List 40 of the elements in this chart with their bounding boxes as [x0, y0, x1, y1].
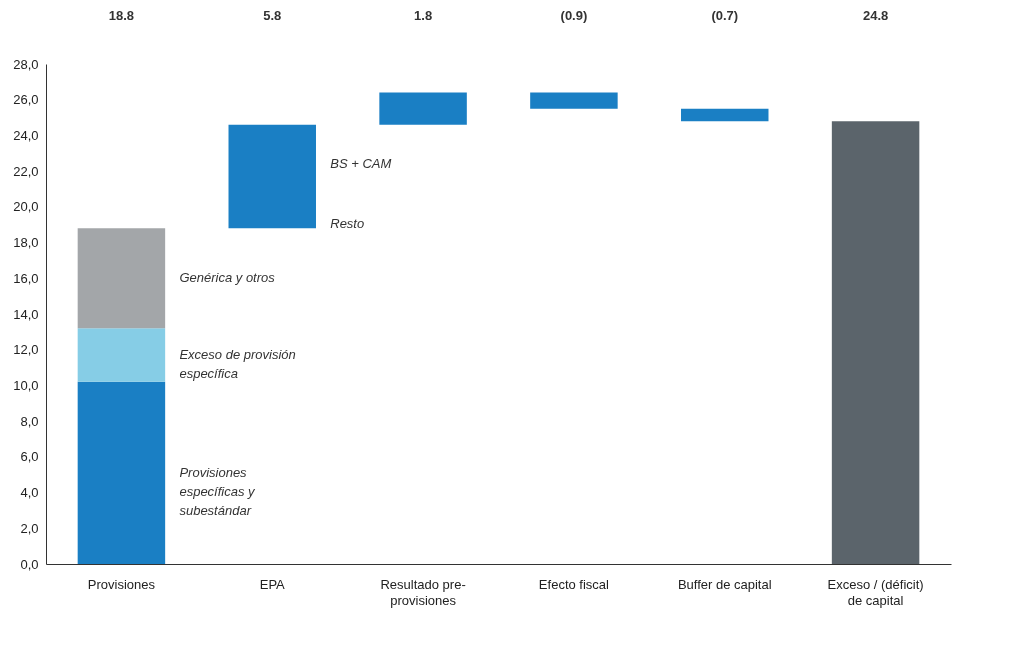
series-label: Exceso de provisión específica: [179, 347, 296, 382]
bar: [681, 108, 769, 122]
bar: [77, 228, 166, 329]
y-tick-label: 28,0: [13, 56, 39, 72]
y-tick-label: 22,0: [13, 163, 39, 179]
y-tick-label: 24,0: [13, 127, 39, 143]
bar: [379, 92, 467, 125]
x-tick-label: Efecto fiscal: [538, 576, 610, 592]
x-tick-label: Resultado pre- provisiones: [380, 576, 466, 608]
bar: [530, 92, 618, 109]
y-tick-label: 14,0: [13, 306, 39, 322]
bar: [228, 124, 316, 229]
annotation: BS + CAM: [330, 156, 392, 171]
bar: [77, 381, 166, 564]
text: (0.7): [711, 8, 739, 23]
text: 1.8: [414, 8, 433, 23]
text: (0.9): [560, 8, 588, 23]
annotation: Resto: [330, 216, 365, 231]
series-label: Genérica y otros: [179, 270, 276, 286]
y-tick-label: 16,0: [13, 270, 39, 286]
y-tick-label: 6,0: [20, 449, 39, 465]
y-tick-label: 4,0: [20, 485, 39, 501]
x-tick-label: Exceso / (déficit) de capital: [827, 576, 924, 608]
y-tick-label: 2,0: [20, 520, 39, 536]
text: 24.8: [862, 8, 889, 23]
y-tick-label: 26,0: [13, 92, 39, 108]
y-tick-label: 8,0: [20, 413, 39, 429]
x-tick-label: EPA: [259, 576, 286, 592]
text: 18.8: [108, 8, 135, 23]
x-tick-label: Buffer de capital: [677, 576, 772, 592]
series-label: Provisiones específicas y subestándar: [179, 464, 257, 518]
y-tick-label: 18,0: [13, 235, 39, 251]
y-tick-label: 0,0: [20, 556, 39, 572]
y-tick-label: 20,0: [13, 199, 39, 215]
y-tick-label: 12,0: [13, 342, 39, 358]
y-tick-label: 10,0: [13, 377, 39, 393]
x-tick-label: Provisiones: [87, 576, 156, 592]
text: 5.8: [263, 8, 282, 23]
bar: [77, 328, 166, 382]
bar: [831, 121, 920, 564]
